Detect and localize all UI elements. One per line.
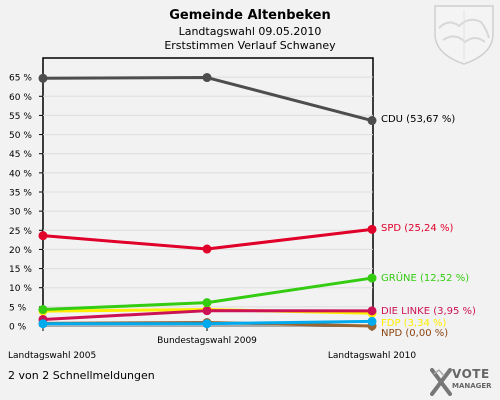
logo-text-manager: MANAGER [452, 382, 492, 390]
y-tick-label: 20 % [9, 246, 32, 256]
data-point-sonstige [367, 316, 377, 326]
y-tick-label: 30 % [9, 208, 32, 218]
data-point-cdu [202, 73, 212, 83]
data-point-spd [202, 244, 212, 254]
data-point-sonstige [202, 319, 212, 329]
x-tick-label: Landtagswahl 2010 [328, 351, 417, 361]
series-line-cdu [42, 76, 373, 122]
y-tick-label: 45 % [9, 150, 32, 160]
data-point-cdu [367, 116, 377, 126]
y-tick-label: 35 % [9, 189, 32, 199]
x-tick-label: Bundestagswahl 2009 [157, 336, 257, 346]
y-tick-label: 40 % [9, 169, 32, 179]
data-point-die-linke [202, 306, 212, 316]
series-label-npd: NPD (0,00 %) [381, 328, 448, 339]
y-tick-label: 0 % [9, 323, 27, 333]
y-tick-label: 55 % [9, 112, 32, 122]
vote-manager-logo: VOTE MANAGER [430, 364, 496, 398]
data-point-spd [367, 224, 377, 234]
y-gridlines [43, 76, 373, 327]
y-tick-label: 15 % [9, 265, 32, 275]
data-point-cdu [38, 73, 48, 83]
series-label-grüne: GRÜNE (12,52 %) [381, 271, 469, 284]
series-labels: CDU (53,67 %) SPD (25,24 %) GRÜNE (12,52 %… [381, 114, 476, 339]
x-mark-icon [430, 368, 452, 396]
data-point-grüne [202, 298, 212, 308]
footer-text: 2 von 2 Schnellmeldungen [8, 369, 155, 382]
y-tick-label: 10 % [9, 284, 32, 294]
y-tick-label: 25 % [9, 227, 32, 237]
chart-subtitle-2: Erststimmen Verlauf Schwaney [164, 39, 336, 52]
y-tick-label: 65 % [9, 74, 32, 84]
series-label-spd: SPD (25,24 %) [381, 223, 453, 234]
y-tick-label: 60 % [9, 93, 32, 103]
series-lines [38, 73, 377, 331]
data-point-die-linke [367, 306, 377, 316]
data-point-sonstige [38, 319, 48, 329]
series-label-cdu: CDU (53,67 %) [381, 114, 455, 125]
data-point-grüne [367, 273, 377, 283]
x-axis: Landtagswahl 2005 Bundestagswahl 2009 Land… [8, 326, 416, 361]
x-tick-label: Landtagswahl 2005 [8, 351, 96, 361]
y-axis: 0 % 5 % 10 % 15 % 20 % 25 % 30 % 35 % 40 % 45 % 50… [9, 74, 43, 333]
data-point-spd [38, 231, 48, 241]
series-label-die-linke: DIE LINKE (3,95 %) [381, 306, 476, 317]
logo-text-vote: VOTE [452, 367, 490, 381]
y-tick-label: 50 % [9, 131, 32, 141]
y-tick-label: 5 % [9, 303, 27, 313]
data-point-grüne [38, 305, 48, 315]
chart-subtitle: Landtagswahl 09.05.2010 [179, 25, 322, 38]
chart-title: Gemeinde Altenbeken [169, 8, 331, 23]
coat-of-arms-icon [434, 5, 494, 65]
series-label-fdp: FDP (3,34 %) [381, 318, 447, 329]
